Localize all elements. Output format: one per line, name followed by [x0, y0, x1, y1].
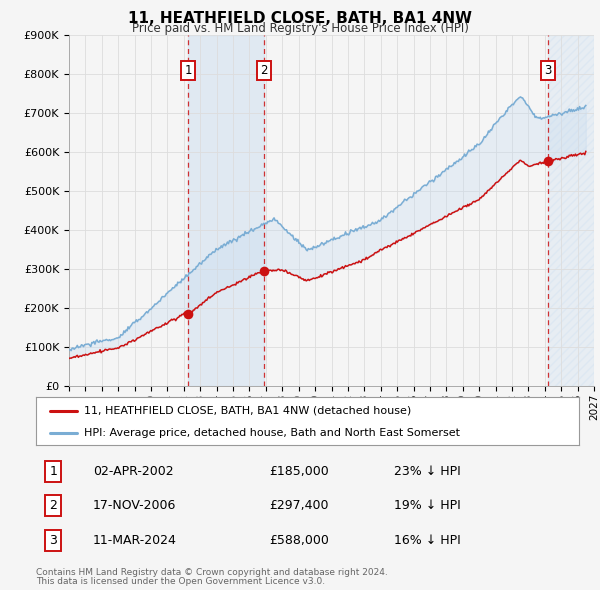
Text: 3: 3: [544, 64, 551, 77]
Text: 23% ↓ HPI: 23% ↓ HPI: [394, 465, 461, 478]
Text: 2: 2: [260, 64, 268, 77]
Text: 16% ↓ HPI: 16% ↓ HPI: [394, 534, 461, 547]
Text: 2: 2: [49, 499, 58, 513]
Text: HPI: Average price, detached house, Bath and North East Somerset: HPI: Average price, detached house, Bath…: [84, 428, 460, 438]
Text: 11, HEATHFIELD CLOSE, BATH, BA1 4NW (detached house): 11, HEATHFIELD CLOSE, BATH, BA1 4NW (det…: [84, 405, 411, 415]
Text: 1: 1: [184, 64, 191, 77]
Text: 02-APR-2002: 02-APR-2002: [93, 465, 173, 478]
Bar: [188, 35, 264, 386]
Text: This data is licensed under the Open Government Licence v3.0.: This data is licensed under the Open Gov…: [36, 577, 325, 586]
Text: £185,000: £185,000: [269, 465, 329, 478]
Bar: [548, 35, 594, 386]
Text: 11-MAR-2024: 11-MAR-2024: [93, 534, 177, 547]
Text: Price paid vs. HM Land Registry's House Price Index (HPI): Price paid vs. HM Land Registry's House …: [131, 22, 469, 35]
Text: 1: 1: [49, 465, 58, 478]
Text: Contains HM Land Registry data © Crown copyright and database right 2024.: Contains HM Land Registry data © Crown c…: [36, 568, 388, 576]
Text: 3: 3: [49, 534, 58, 547]
Text: £297,400: £297,400: [269, 499, 329, 513]
Text: 11, HEATHFIELD CLOSE, BATH, BA1 4NW: 11, HEATHFIELD CLOSE, BATH, BA1 4NW: [128, 11, 472, 25]
Text: £588,000: £588,000: [269, 534, 329, 547]
Text: 19% ↓ HPI: 19% ↓ HPI: [394, 499, 461, 513]
Text: 17-NOV-2006: 17-NOV-2006: [93, 499, 176, 513]
